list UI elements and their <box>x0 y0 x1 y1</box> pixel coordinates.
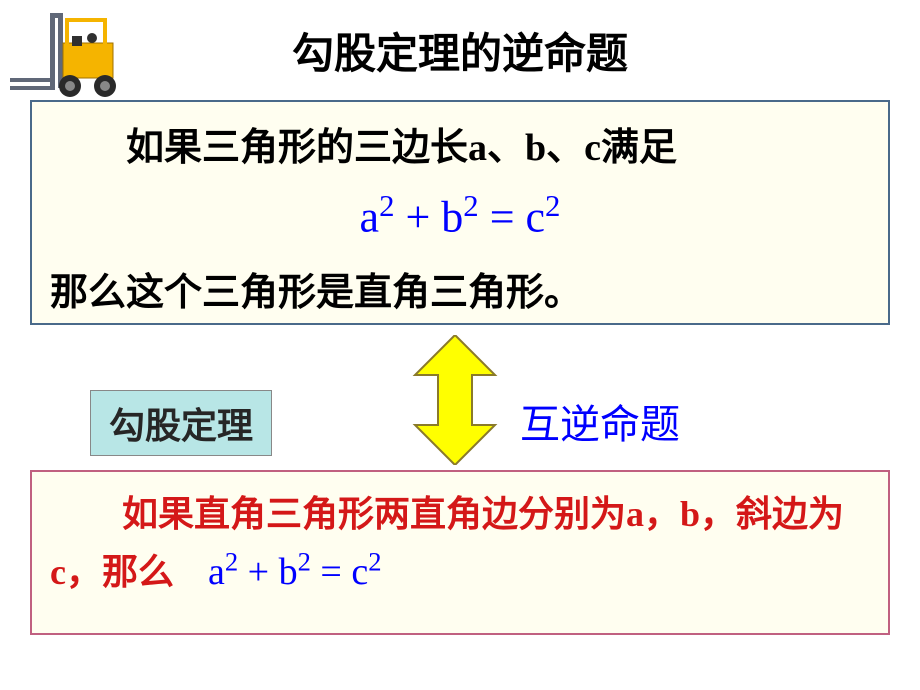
theorem-statement: 如果直角三角形两直角边分别为a，b，斜边为c，那么 <box>50 494 844 592</box>
double-arrow-icon <box>410 335 500 465</box>
theorem-label: 勾股定理 <box>90 390 272 456</box>
pythagoras-formula-2: a2 + b2 = c2 <box>208 551 382 593</box>
converse-theorem-box: 如果三角形的三边长a、b、c满足 a2 + b2 = c2 那么这个三角形是直角… <box>30 100 890 325</box>
converse-premise: 如果三角形的三边长a、b、c满足 <box>50 116 870 171</box>
pythagoras-formula-1: a2 + b2 = c2 <box>50 189 870 243</box>
slide-title: 勾股定理的逆命题 <box>0 20 920 81</box>
converse-conclusion: 那么这个三角形是直角三角形。 <box>50 261 870 316</box>
inverse-proposition-label: 互逆命题 <box>520 392 680 450</box>
pythagoras-theorem-box: 如果直角三角形两直角边分别为a，b，斜边为c，那么 a2 + b2 = c2 <box>30 470 890 635</box>
middle-row: 勾股定理 互逆命题 <box>0 370 920 460</box>
